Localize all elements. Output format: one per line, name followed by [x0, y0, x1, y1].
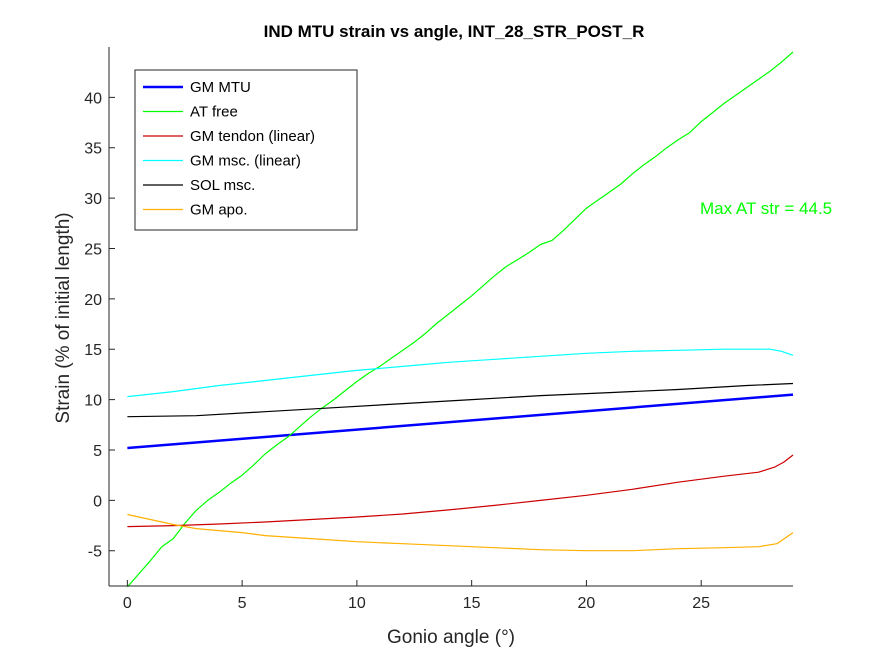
x-ticks: 0 5 10 15 20 25 — [123, 580, 710, 612]
chart-title: IND MTU strain vs angle, INT_28_STR_POST… — [264, 22, 645, 41]
series-line-gm-msc-linear — [127, 348, 794, 398]
x-tick-label: 10 — [348, 595, 366, 612]
x-tick-label: 5 — [238, 595, 247, 612]
x-tick-label: 15 — [463, 595, 481, 612]
x-axis-label: Gonio angle (°) — [387, 627, 515, 648]
legend-label-gm-msc-linear: GM msc. (linear) — [190, 153, 301, 170]
y-tick-label: 40 — [84, 90, 102, 107]
max-at-strain-annotation: Max AT str = 44.5 — [700, 199, 832, 218]
x-tick-label: 25 — [692, 595, 710, 612]
y-tick-label: 25 — [84, 241, 102, 258]
y-tick-label: 20 — [84, 292, 102, 309]
y-tick-label: 15 — [84, 342, 102, 359]
series-line-at-free — [126, 51, 794, 588]
y-tick-label: -5 — [88, 544, 102, 561]
legend-label-at-free: AT free — [190, 104, 238, 121]
x-tick-label: 20 — [578, 595, 596, 612]
x-tick-label: 0 — [123, 595, 132, 612]
legend-entries: GM MTU AT free GM tendon (linear) GM msc. (… — [143, 79, 315, 219]
y-tick-label: 5 — [93, 443, 102, 460]
series-line-sol-msc — [127, 382, 794, 418]
y-tick-label: 10 — [84, 393, 102, 410]
legend-label-gm-apo: GM apo. — [190, 202, 248, 219]
y-tick-label: 0 — [93, 493, 102, 510]
y-axis-label: Strain (% of initial length) — [53, 212, 74, 423]
legend-label-gm-mtu: GM MTU — [190, 79, 251, 96]
legend-box — [134, 69, 358, 231]
y-ticks: -5 0 5 10 15 20 25 30 35 40 — [84, 90, 115, 561]
axis-layer — [108, 47, 793, 587]
series-line-gm-tendon-linear — [127, 454, 794, 528]
series-line-gm-mtu — [127, 393, 794, 450]
series-line-gm-apo — [127, 513, 794, 552]
y-tick-label: 30 — [84, 191, 102, 208]
legend-label-sol-msc: SOL msc. — [190, 177, 255, 194]
legend-label-gm-tendon-linear: GM tendon (linear) — [190, 128, 315, 145]
legend: GM MTU AT free GM tendon (linear) GM msc. (… — [134, 69, 358, 231]
series-layer — [126, 51, 794, 588]
y-tick-label: 35 — [84, 141, 102, 158]
